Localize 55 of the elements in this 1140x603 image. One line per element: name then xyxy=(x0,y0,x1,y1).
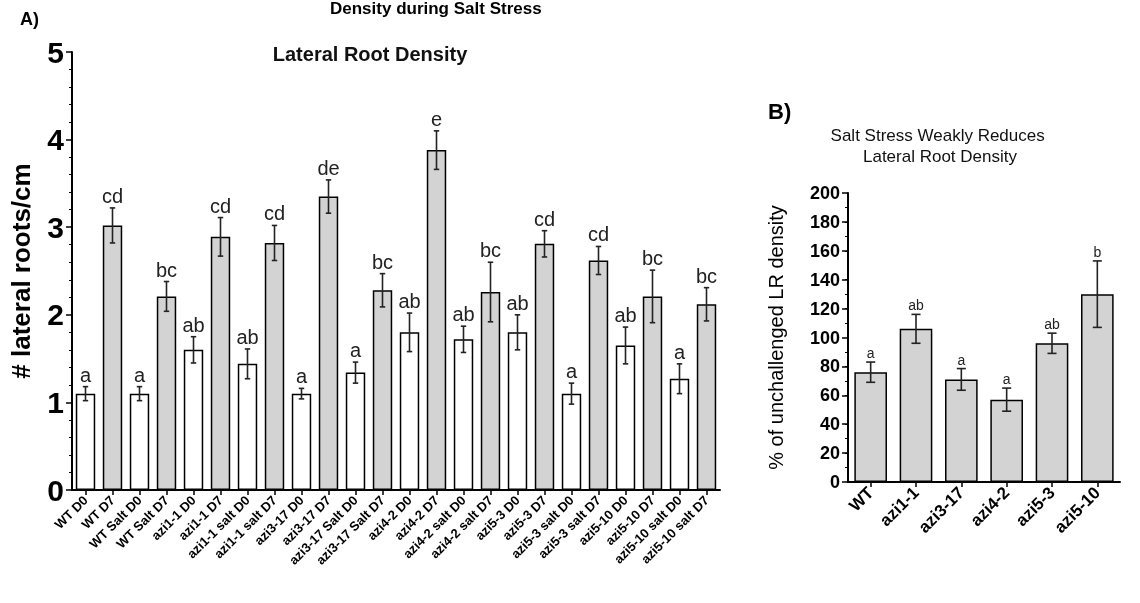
annotation: ab xyxy=(452,303,475,326)
text: A) xyxy=(20,9,39,29)
annotation: a xyxy=(673,340,686,363)
annotation: bc xyxy=(155,258,178,281)
y-tick-label: 60 xyxy=(819,385,840,406)
annotation: cd xyxy=(587,223,610,246)
annotation: cd xyxy=(101,184,124,207)
annotation: a xyxy=(349,339,362,362)
y-tick-label: 200 xyxy=(809,183,840,203)
annotation: bc xyxy=(695,264,718,287)
chart-title: Lateral Root Density xyxy=(272,42,469,65)
annotation: cd xyxy=(533,207,556,230)
text: Density during Salt Stress xyxy=(330,0,542,18)
y-tick-label: 1 xyxy=(47,385,64,419)
annotation: ab xyxy=(506,291,529,314)
y-tick-label: 5 xyxy=(47,35,64,69)
annotation: de xyxy=(317,156,340,179)
text: B) xyxy=(768,98,792,124)
annotation: cd xyxy=(263,202,286,225)
annotation: ab xyxy=(614,304,637,327)
y-tick-label: 180 xyxy=(809,211,840,232)
annotation: a xyxy=(565,360,578,383)
annotation: bc xyxy=(641,247,664,270)
y-axis-title: % of unchallenged LR density xyxy=(765,205,787,470)
annotation: a xyxy=(866,345,875,362)
annotation: ab xyxy=(398,290,421,313)
y-tick-label: 40 xyxy=(819,414,840,435)
annotation: cd xyxy=(209,194,232,217)
annotation: a xyxy=(79,363,92,386)
y-tick-label: 0 xyxy=(47,473,64,507)
annotation: a xyxy=(1002,371,1011,388)
annotation: a xyxy=(133,363,146,386)
annotation: e xyxy=(430,107,443,130)
y-tick-label: 160 xyxy=(809,240,840,261)
annotation: bc xyxy=(371,250,394,273)
y-tick-label: 100 xyxy=(809,327,840,348)
y-tick-label: 80 xyxy=(819,356,840,377)
annotation: ab xyxy=(236,325,259,348)
annotation: bc xyxy=(479,239,502,262)
x-tick-label: WT xyxy=(845,482,878,516)
annotation: b xyxy=(1093,243,1102,260)
annotation: ab xyxy=(1044,316,1060,333)
annotation: a xyxy=(957,351,966,368)
y-tick-label: 140 xyxy=(809,269,840,290)
y-axis-title: # lateral roots/cm xyxy=(6,163,36,379)
annotation: a xyxy=(295,365,308,388)
annotation: ab xyxy=(908,297,924,314)
annotation: ab xyxy=(182,313,205,336)
chart-title: Salt Stress Weakly Reduces Lateral Root Density xyxy=(830,126,1050,167)
y-tick-label: 2 xyxy=(47,298,64,332)
y-tick-label: 4 xyxy=(47,123,65,157)
y-tick-label: 3 xyxy=(47,210,64,244)
y-tick-label: 120 xyxy=(809,298,840,319)
y-tick-label: 0 xyxy=(829,472,840,492)
y-tick-label: 20 xyxy=(819,443,840,464)
